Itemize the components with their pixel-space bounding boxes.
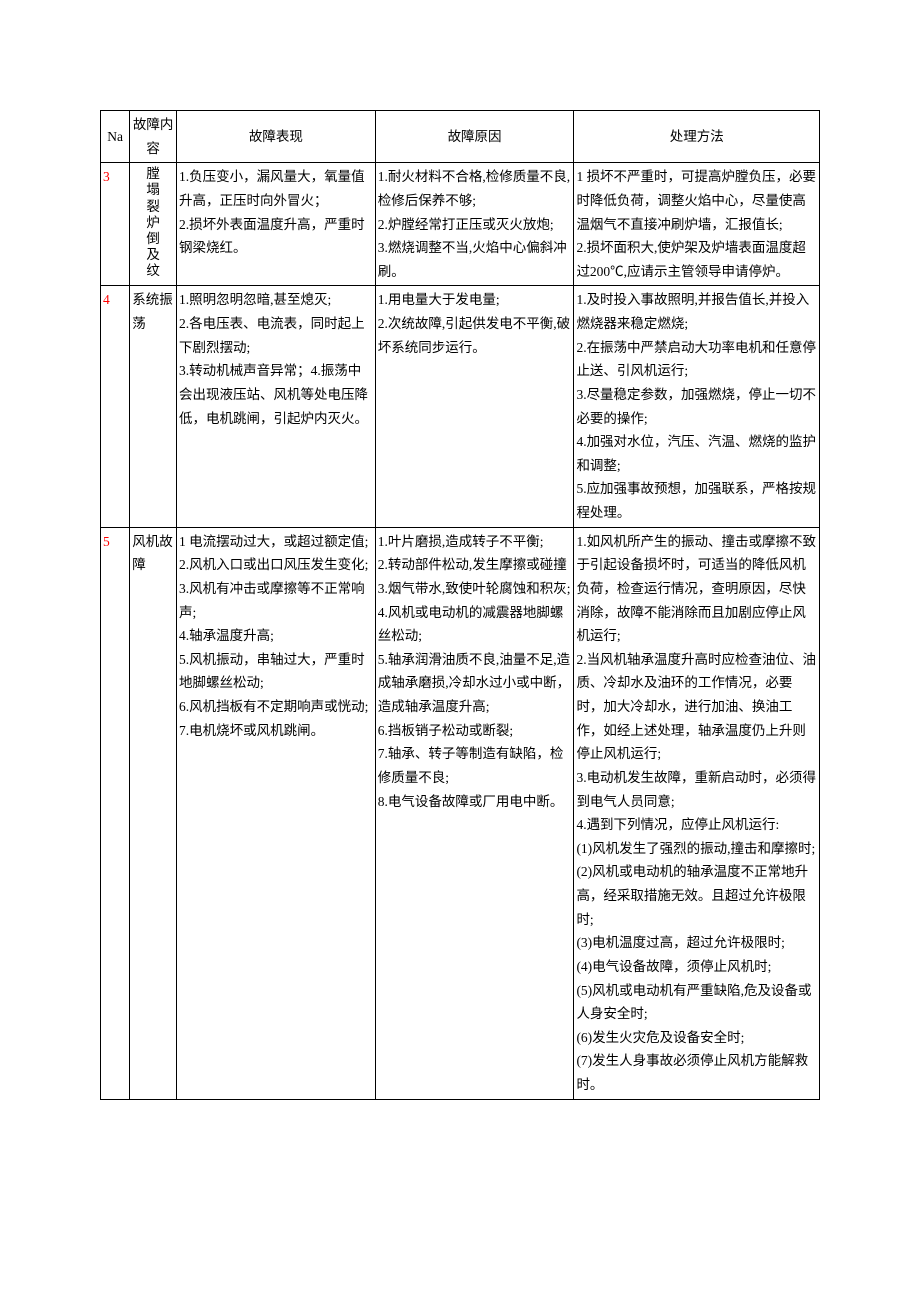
vchar: 炉 [132, 215, 174, 231]
cell-method: 1.及时投入事故照明,并报告值长,并投入燃烧器来稳定燃烧;2.在振荡中严禁启动大… [574, 286, 820, 527]
header-name: 故障内容 [130, 111, 177, 163]
vchar: 倒 [132, 231, 174, 247]
header-reason: 故障原因 [375, 111, 574, 163]
cell-method: 1.如风机所产生的振动、撞击或摩擦不致于引起设备损坏时，可适当的降低风机负荷，检… [574, 527, 820, 1099]
vchar: 及 [132, 247, 174, 263]
cell-reason: 1.用电量大于发电量;2.次统故障,引起供发电不平衡,破坏系统同步运行。 [375, 286, 574, 527]
header-method: 处理方法 [574, 111, 820, 163]
table-row: 5 风机故障 1 电流摆动过大，或超过额定值;2.风机入口或出口风压发生变化;3… [101, 527, 820, 1099]
table-row: 3 膛 塌 裂 炉 倒 及 纹 1.负压变小，漏风量大，氧量值升高，正压时向外冒… [101, 163, 820, 286]
cell-name: 风机故障 [130, 527, 177, 1099]
cell-expression: 1.照明忽明忽暗,甚至熄灭;2.各电压表、电流表，同时起上下剧烈摆动;3.转动机… [176, 286, 375, 527]
header-na: Na [101, 111, 130, 163]
table-row: 4 系统振荡 1.照明忽明忽暗,甚至熄灭;2.各电压表、电流表，同时起上下剧烈摆… [101, 286, 820, 527]
cell-name-vertical: 膛 塌 裂 炉 倒 及 纹 [130, 163, 177, 286]
header-expression: 故障表现 [176, 111, 375, 163]
vchar: 膛 [132, 166, 174, 182]
cell-name: 系统振荡 [130, 286, 177, 527]
vchar: 塌 [132, 182, 174, 198]
cell-reason: 1.耐火材料不合格,检修质量不良,检修后保养不够;2.炉膛经常打正压或灭火放炮;… [375, 163, 574, 286]
cell-expression: 1.负压变小，漏风量大，氧量值升高，正压时向外冒火；2.损坏外表面温度升高，严重… [176, 163, 375, 286]
cell-expression: 1 电流摆动过大，或超过额定值;2.风机入口或出口风压发生变化;3.风机有冲击或… [176, 527, 375, 1099]
cell-na: 3 [101, 163, 130, 286]
cell-reason: 1.叶片磨损,造成转子不平衡;2.转动部件松动,发生摩擦或碰撞3.烟气带水,致使… [375, 527, 574, 1099]
fault-table: Na 故障内容 故障表现 故障原因 处理方法 3 膛 塌 裂 炉 倒 及 纹 1… [100, 110, 820, 1100]
cell-na: 5 [101, 527, 130, 1099]
cell-na: 4 [101, 286, 130, 527]
vchar: 裂 [132, 199, 174, 215]
table-body: 3 膛 塌 裂 炉 倒 及 纹 1.负压变小，漏风量大，氧量值升高，正压时向外冒… [101, 163, 820, 1099]
header-row: Na 故障内容 故障表现 故障原因 处理方法 [101, 111, 820, 163]
vchar: 纹 [132, 263, 174, 279]
cell-method: 1 损坏不严重时，可提高炉膛负压，必要时降低负荷，调整火焰中心，尽量使高温烟气不… [574, 163, 820, 286]
